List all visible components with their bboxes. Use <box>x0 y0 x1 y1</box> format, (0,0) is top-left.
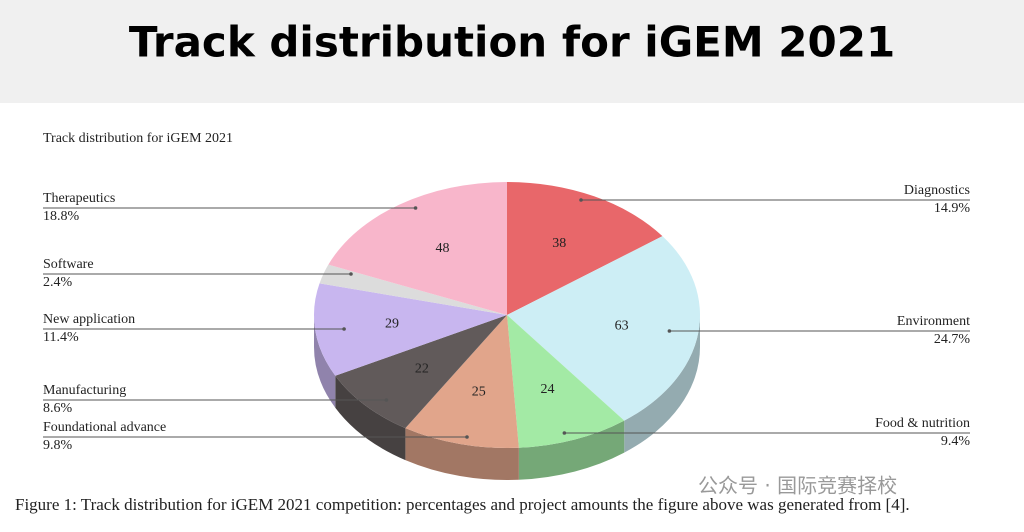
percentage-label: 2.4% <box>43 275 73 290</box>
slice-value-label: 48 <box>435 241 449 256</box>
pie-slice <box>405 315 519 448</box>
percentage-label: 18.8% <box>43 209 80 224</box>
slice-value-label: 38 <box>552 236 566 251</box>
leader-dot <box>384 398 389 402</box>
leader-dot <box>413 206 418 210</box>
slice-value-label: 63 <box>615 318 629 333</box>
pie-slice <box>313 283 507 376</box>
pie-slice <box>319 264 507 315</box>
leader-dot <box>562 431 567 435</box>
category-label: Therapeutics <box>43 191 115 206</box>
chart-title: Track distribution for iGEM 2021 <box>43 131 233 146</box>
header-title: Track distribution for iGEM 2021 <box>129 18 895 67</box>
pie-side <box>335 375 406 461</box>
category-label: Food & nutrition <box>875 416 970 431</box>
leader-dot <box>579 198 583 202</box>
pie-slice <box>328 182 507 315</box>
slice-value-label: 25 <box>472 385 486 400</box>
watermark: 公众号 · 国际竞赛择校 <box>698 474 897 498</box>
category-label: Manufacturing <box>43 383 126 398</box>
percentage-label: 8.6% <box>43 401 73 416</box>
percentage-label: 11.4% <box>43 330 79 345</box>
percentage-label: 24.7% <box>934 332 971 347</box>
leader-dot <box>349 272 353 276</box>
slice-value-label: 22 <box>415 361 429 376</box>
leader-dot <box>667 329 672 333</box>
category-label: New application <box>43 312 135 327</box>
category-label: Diagnostics <box>904 183 970 198</box>
pie-side <box>624 315 700 453</box>
pie-side <box>405 428 519 480</box>
header-band <box>0 0 1024 103</box>
caption: Figure 1: Track distribution for iGEM 20… <box>15 495 910 514</box>
pie-side <box>314 315 336 408</box>
slice-value-label: 24 <box>540 382 554 397</box>
percentage-label: 9.4% <box>941 434 971 449</box>
pie-side <box>518 420 625 480</box>
pie-slice <box>507 236 701 421</box>
percentage-label: 9.8% <box>43 438 73 453</box>
percentage-label: 14.9% <box>934 201 971 216</box>
leader-dot <box>465 435 469 439</box>
pie-slice <box>507 182 663 315</box>
pie-slice <box>507 315 625 448</box>
leader-dot <box>342 327 346 331</box>
category-label: Environment <box>897 314 970 329</box>
category-label: Software <box>43 257 94 272</box>
slice-value-label: 29 <box>385 317 399 332</box>
category-label: Foundational advance <box>43 420 166 435</box>
